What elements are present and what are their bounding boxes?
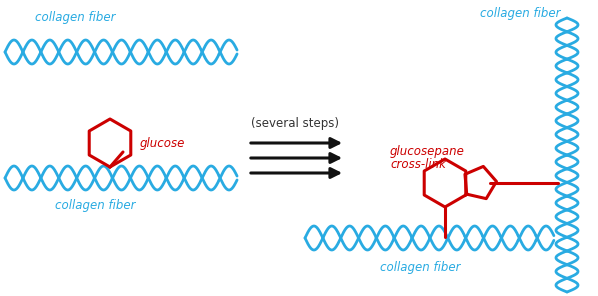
Text: collagen fiber: collagen fiber: [35, 12, 115, 25]
Text: glucose: glucose: [140, 136, 185, 149]
Text: cross-link: cross-link: [390, 158, 446, 171]
Text: glucosepane: glucosepane: [390, 146, 465, 158]
Text: (several steps): (several steps): [251, 118, 339, 131]
Text: collagen fiber: collagen fiber: [480, 7, 560, 20]
Text: collagen fiber: collagen fiber: [380, 261, 460, 274]
Text: collagen fiber: collagen fiber: [55, 199, 135, 212]
